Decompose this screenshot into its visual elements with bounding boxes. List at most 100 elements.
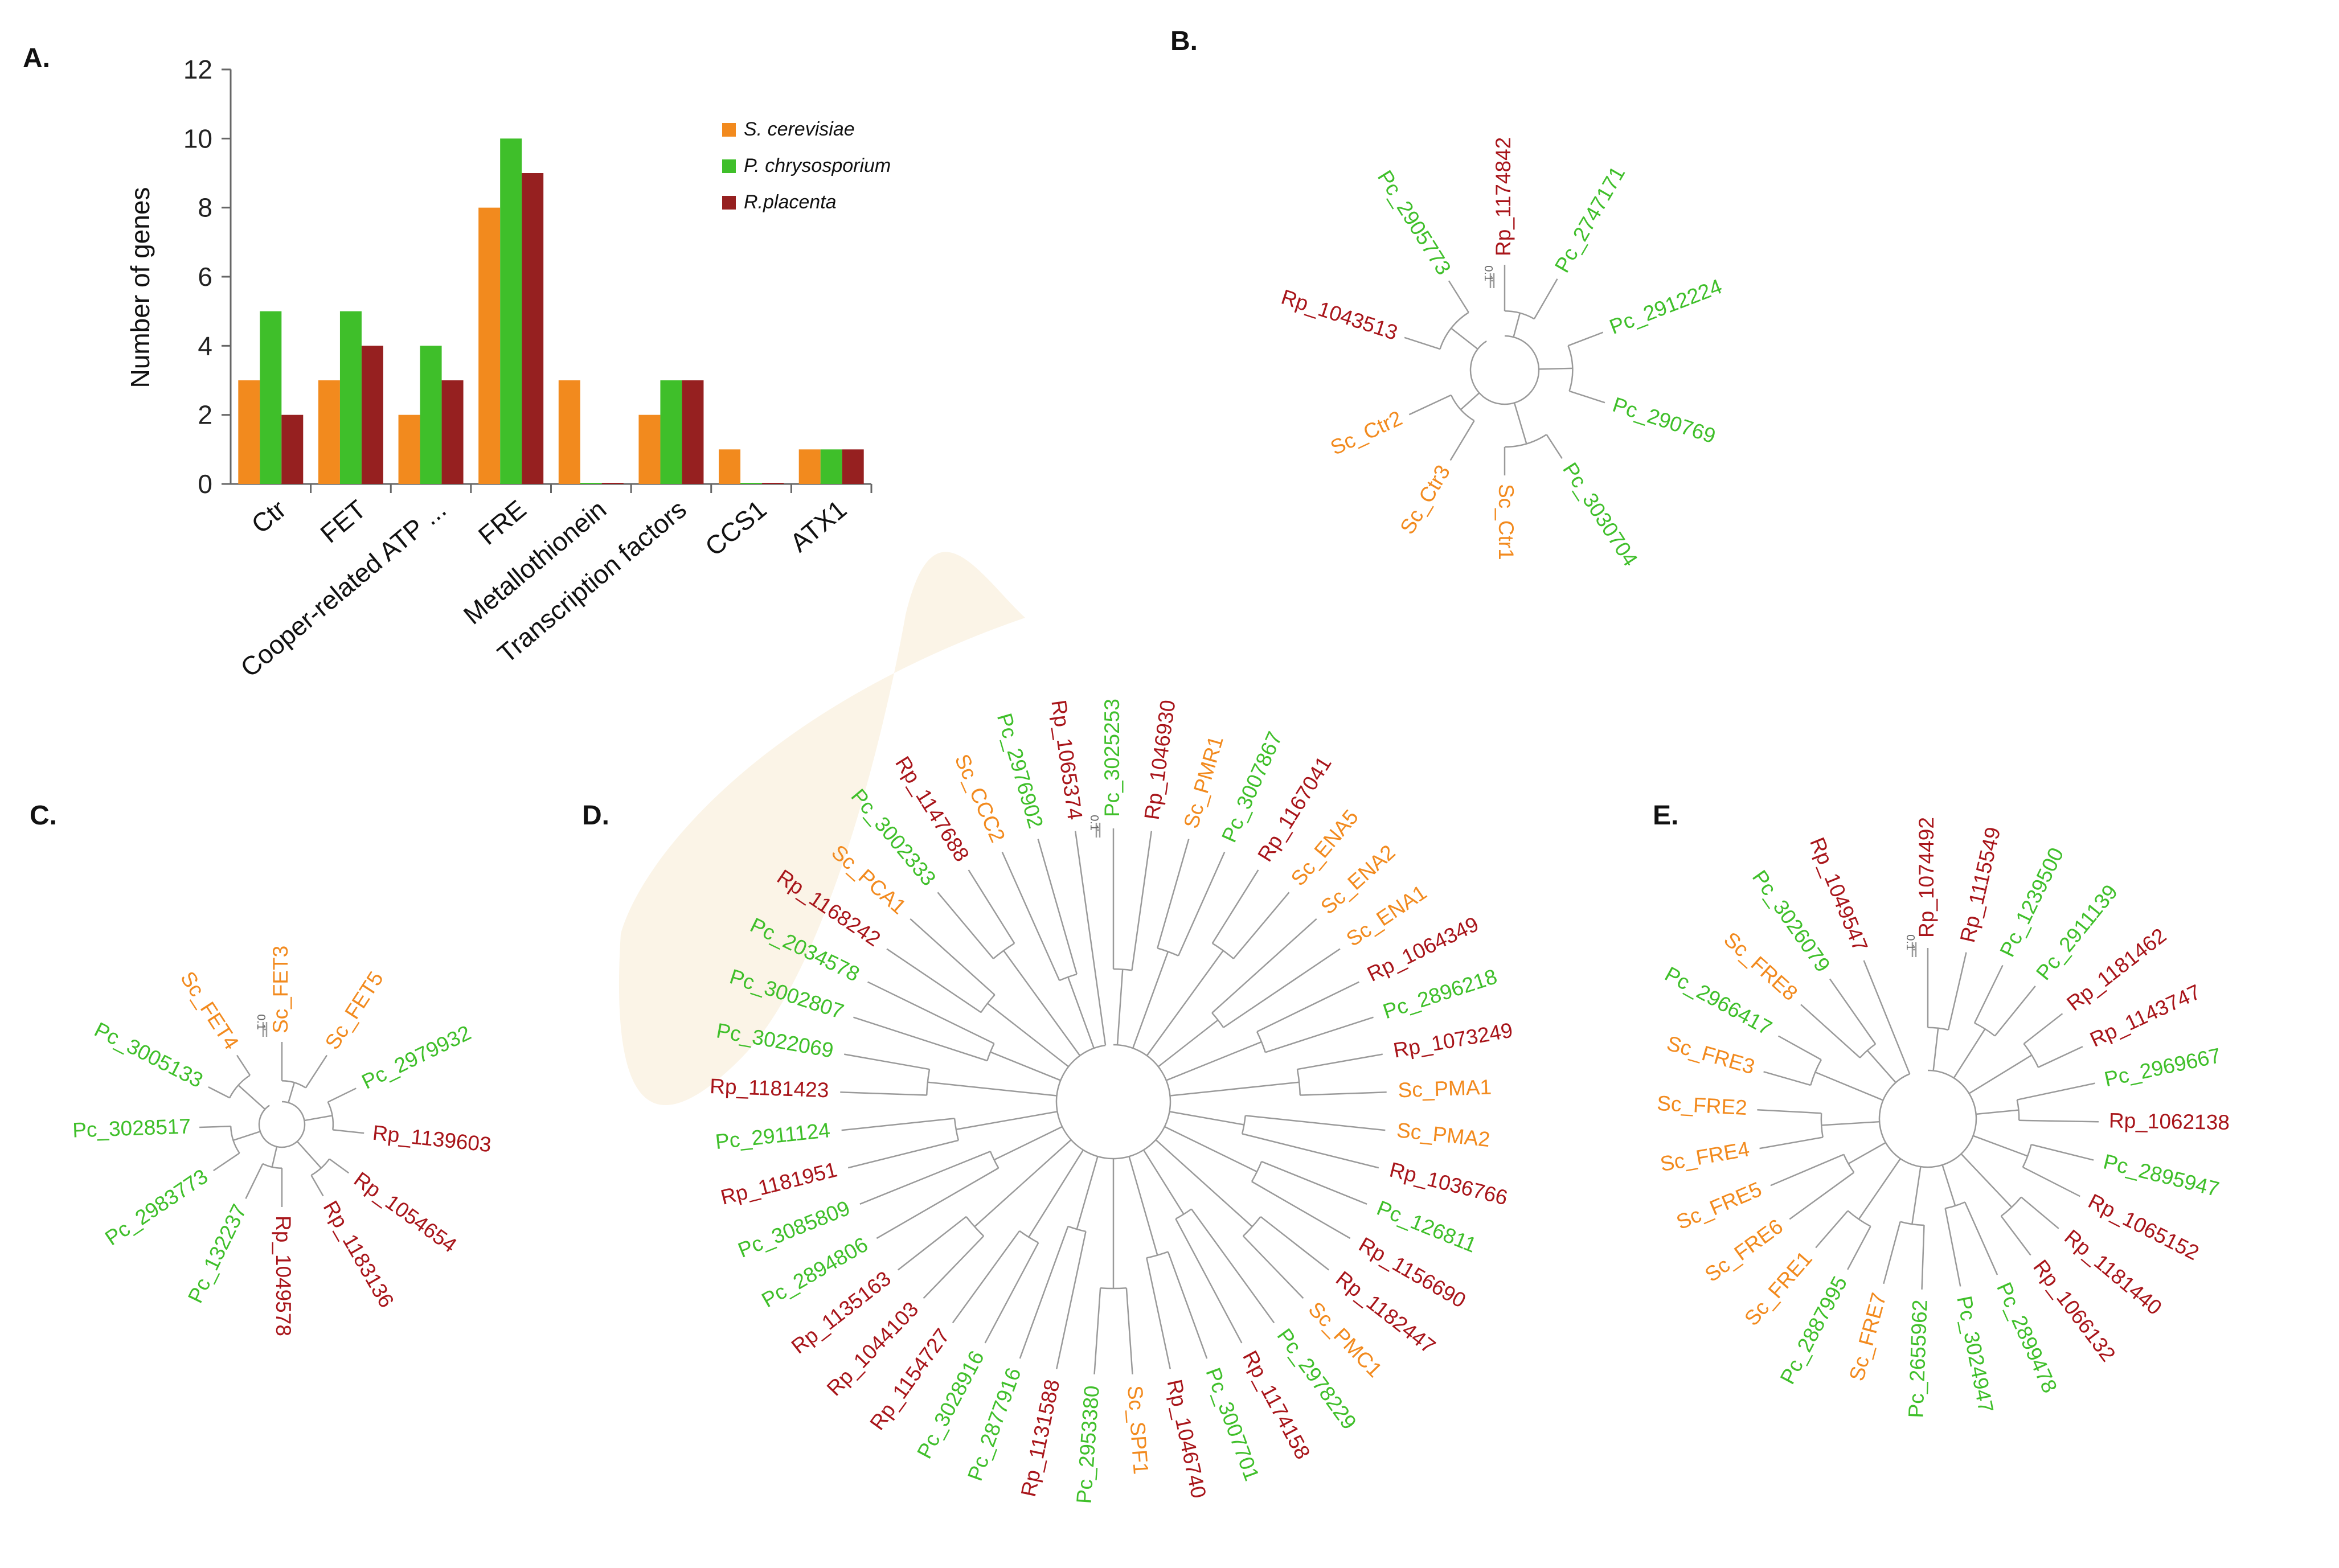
- tree-branch: [1513, 313, 1521, 338]
- tree-leaf-branch: [1567, 331, 1604, 347]
- y-tick-label: 6: [198, 262, 212, 292]
- tree-leaf-branch: [2022, 1166, 2080, 1197]
- tree-leaf-branch: [1569, 390, 1605, 404]
- tree-branch: [1911, 1166, 1922, 1225]
- tree-branch: [1116, 969, 1124, 1045]
- tree-leaf-branch: [859, 1151, 991, 1205]
- tree-leaf-branch: [1256, 981, 1359, 1033]
- tree-leaf-branch: [1800, 1004, 1861, 1058]
- tree-scale-label: 0.1: [1088, 815, 1100, 831]
- tree-leaf-branch: [1770, 1154, 1844, 1187]
- bar: [260, 311, 282, 484]
- tree-clade-arc: [327, 1102, 334, 1130]
- tree-leaf-label: Sc_PMA1: [1398, 1076, 1492, 1102]
- highlighted-clade-shade: [618, 552, 1025, 1106]
- tree-leaf-branch: [1232, 892, 1290, 959]
- bar: [522, 173, 544, 484]
- tree-leaf-branch: [1019, 1226, 1069, 1359]
- tree-leaf-branch: [305, 1054, 328, 1089]
- panel-label-a: A.: [23, 43, 50, 73]
- tree-leaf-branch: [1778, 1035, 1822, 1061]
- tree-leaf-branch: [1261, 1160, 1367, 1205]
- tree-leaf-branch: [213, 1152, 240, 1172]
- tree-leaf-branch: [1125, 1288, 1133, 1374]
- tree-branch: [1538, 367, 1573, 370]
- bar: [478, 207, 501, 484]
- tree-leaf-branch: [1863, 960, 1911, 1074]
- tree-leaf-branch: [1297, 1053, 1383, 1070]
- tree-leaf-branch: [208, 1086, 230, 1099]
- tree-leaf-label: Rp_1181423: [710, 1074, 829, 1102]
- bar: [339, 311, 362, 484]
- legend-entry: R.placenta: [744, 191, 837, 213]
- tree-branch: [1146, 950, 1224, 1056]
- y-tick-label: 2: [198, 400, 212, 430]
- tree-leaf-branch: [1921, 1225, 1925, 1290]
- tree-branch: [1003, 950, 1081, 1056]
- y-tick-label: 0: [198, 469, 212, 499]
- tree-clade-arc: [1450, 395, 1475, 422]
- tree-branch: [1932, 1028, 1939, 1071]
- tree-branch: [1858, 1158, 1901, 1220]
- tree-leaf-branch: [2000, 1216, 2031, 1256]
- bar: [441, 380, 464, 484]
- tree-leaf-branch: [1883, 1221, 1901, 1284]
- tree-leaf-branch: [1131, 831, 1153, 971]
- tree-leaf-branch: [1964, 1201, 1998, 1275]
- tree-leaf-branch: [1245, 1115, 1386, 1131]
- tree-clade-arc: [262, 1163, 282, 1169]
- tree-leaf-branch: [1449, 420, 1475, 461]
- tree-leaf-branch: [310, 1175, 324, 1197]
- bar: [719, 449, 741, 484]
- tree-branch: [296, 1140, 322, 1169]
- bar: [420, 346, 442, 484]
- bar: [580, 483, 602, 484]
- tree-leaf-label: Pc_2655962: [1904, 1299, 1931, 1418]
- tree-leaf-branch: [1175, 1218, 1243, 1344]
- tree-clade-arc: [2023, 1043, 2039, 1068]
- tree-leaf-branch: [1211, 918, 1317, 1014]
- tree-branch: [1166, 1041, 1262, 1081]
- tree-leaf-branch: [1242, 1133, 1379, 1169]
- tree-scale-bar: [262, 1022, 268, 1037]
- tree-leaf-label: Sc_Ctr1: [1494, 484, 1518, 560]
- tree-leaf-branch: [329, 1158, 350, 1174]
- tree-leaf-branch: [1242, 1235, 1304, 1299]
- tree-branch: [1814, 1071, 1883, 1101]
- tree-branch: [1866, 1050, 1896, 1083]
- tree-clade-arc: [229, 1074, 251, 1098]
- tree-leaf-branch: [1994, 986, 2036, 1037]
- tree-branch: [974, 1139, 1072, 1228]
- tree-root-arc: [1055, 1044, 1171, 1160]
- tree-clade-arc: [1439, 311, 1469, 350]
- tree-clade-arc: [1504, 310, 1535, 320]
- tree-branch: [1164, 1126, 1257, 1173]
- tree-leaf-branch: [1167, 1251, 1208, 1359]
- legend-entry: P. chrysosporium: [744, 155, 891, 176]
- tree-leaf-branch: [1146, 1258, 1171, 1369]
- tree-branch: [1028, 1150, 1084, 1238]
- bar: [500, 138, 522, 485]
- bar: [842, 449, 864, 484]
- tree-leaf-branch: [841, 1118, 955, 1131]
- tree-leaf-label: Rp_1049578: [272, 1216, 295, 1336]
- y-tick-label: 10: [183, 124, 212, 153]
- tree-leaf-branch: [886, 948, 982, 1013]
- tree-branch: [1076, 1156, 1099, 1230]
- bar: [762, 483, 784, 484]
- bar-series-group: [238, 138, 864, 485]
- tree-leaf-branch: [1157, 839, 1190, 949]
- tree-branch: [1953, 1028, 1986, 1078]
- tree-leaf-branch: [1001, 851, 1060, 981]
- tree-leaf-branch: [1759, 1136, 1823, 1150]
- legend-swatch: [722, 123, 736, 137]
- tree-branch: [271, 1146, 278, 1168]
- tree-branch: [288, 1082, 295, 1103]
- tree-leaf-branch: [1847, 1226, 1871, 1270]
- tree-leaf-branch: [2021, 1196, 2059, 1229]
- tree-branch: [1941, 1164, 1956, 1206]
- tree-leaf-branch: [1973, 964, 2004, 1024]
- tree-leaf-branch: [199, 1125, 231, 1128]
- tree-branch: [956, 1111, 1058, 1130]
- tree-clade-arc: [230, 1126, 240, 1154]
